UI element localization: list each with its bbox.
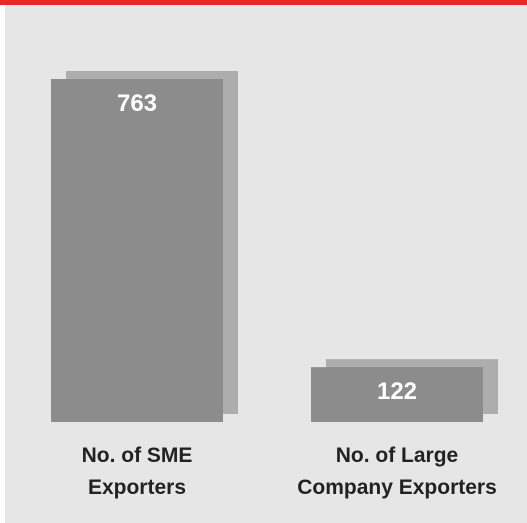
bar-1	[311, 367, 483, 422]
category-label-1-line-1: Company Exporters	[297, 476, 497, 499]
category-label-1-line-0: No. of Large	[336, 444, 459, 467]
accent-top-bar	[0, 0, 527, 5]
category-label-0-line-0: No. of SME	[82, 444, 193, 467]
category-label-0-line-1: Exporters	[88, 476, 186, 499]
bar-0	[51, 79, 223, 422]
bar-value-label-1: 122	[377, 378, 417, 405]
bar-value-label-0: 763	[117, 90, 157, 117]
